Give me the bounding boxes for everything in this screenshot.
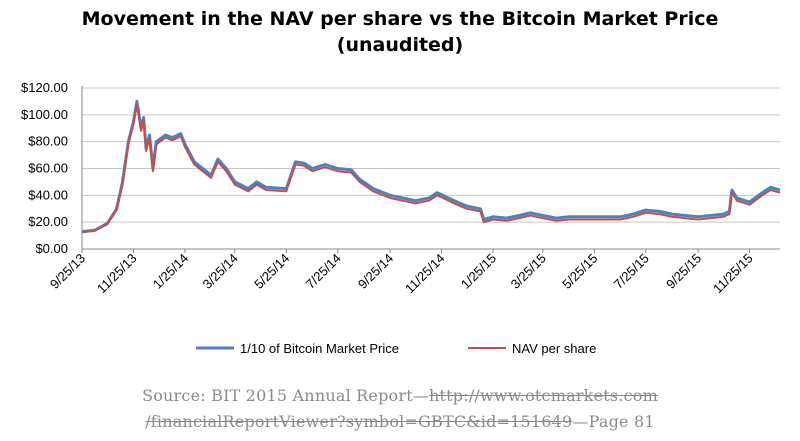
series-line-0 — [81, 99, 781, 234]
source-suffix: —Page 81 — [572, 412, 655, 431]
line-chart: $0.00 $20.00 $40.00 $60.00 $80.00 $100.00 $120… — [21, 80, 781, 356]
chart-title: Movement in the NAV per share vs the Bit… — [81, 8, 719, 30]
source-link-part-2[interactable]: /financialReportViewer?symbol=GBTC&id=15… — [145, 412, 573, 431]
x-tick-label: 11/25/14 — [402, 251, 448, 297]
series-line-1 — [81, 103, 781, 234]
x-tick-label: 7/25/14 — [303, 251, 344, 292]
x-tick-label: 7/25/15 — [611, 251, 652, 292]
y-tick-label: $100.00 — [21, 107, 68, 122]
x-tick-label: 11/25/15 — [710, 251, 756, 297]
source-line-2: /financialReportViewer?symbol=GBTC&id=15… — [0, 412, 800, 431]
y-tick-label: $20.00 — [28, 214, 68, 229]
source-link-part-1[interactable]: http://www.otcmarkets.com — [429, 386, 658, 405]
chart-subtitle: (unaudited) — [336, 34, 464, 56]
y-tick-label: $40.00 — [28, 187, 68, 202]
y-tick-label: $0.00 — [35, 241, 68, 256]
source-prefix: Source: BIT 2015 Annual Report— — [142, 386, 430, 405]
x-tick-label: 1/25/14 — [150, 251, 191, 292]
y-tick-label: $80.00 — [28, 134, 68, 149]
x-tick-label: 3/25/14 — [200, 251, 241, 292]
x-tick-label: 5/25/15 — [559, 251, 600, 292]
x-tick-label: 9/25/15 — [663, 251, 704, 292]
y-tick-label: $60.00 — [28, 161, 68, 176]
x-tick-label: 9/25/13 — [47, 251, 88, 292]
legend-label-0: 1/10 of Bitcoin Market Price — [240, 341, 399, 356]
legend-label-1: NAV per share — [512, 341, 596, 356]
x-tick-label: 11/25/13 — [94, 251, 140, 297]
source-line-1: Source: BIT 2015 Annual Report—http://ww… — [0, 386, 800, 405]
x-tick-label: 1/25/15 — [458, 251, 499, 292]
x-tick-label: 5/25/14 — [251, 251, 292, 292]
x-tick-label: 3/25/15 — [508, 251, 549, 292]
x-tick-label: 9/25/14 — [355, 251, 396, 292]
y-tick-label: $120.00 — [21, 80, 68, 95]
